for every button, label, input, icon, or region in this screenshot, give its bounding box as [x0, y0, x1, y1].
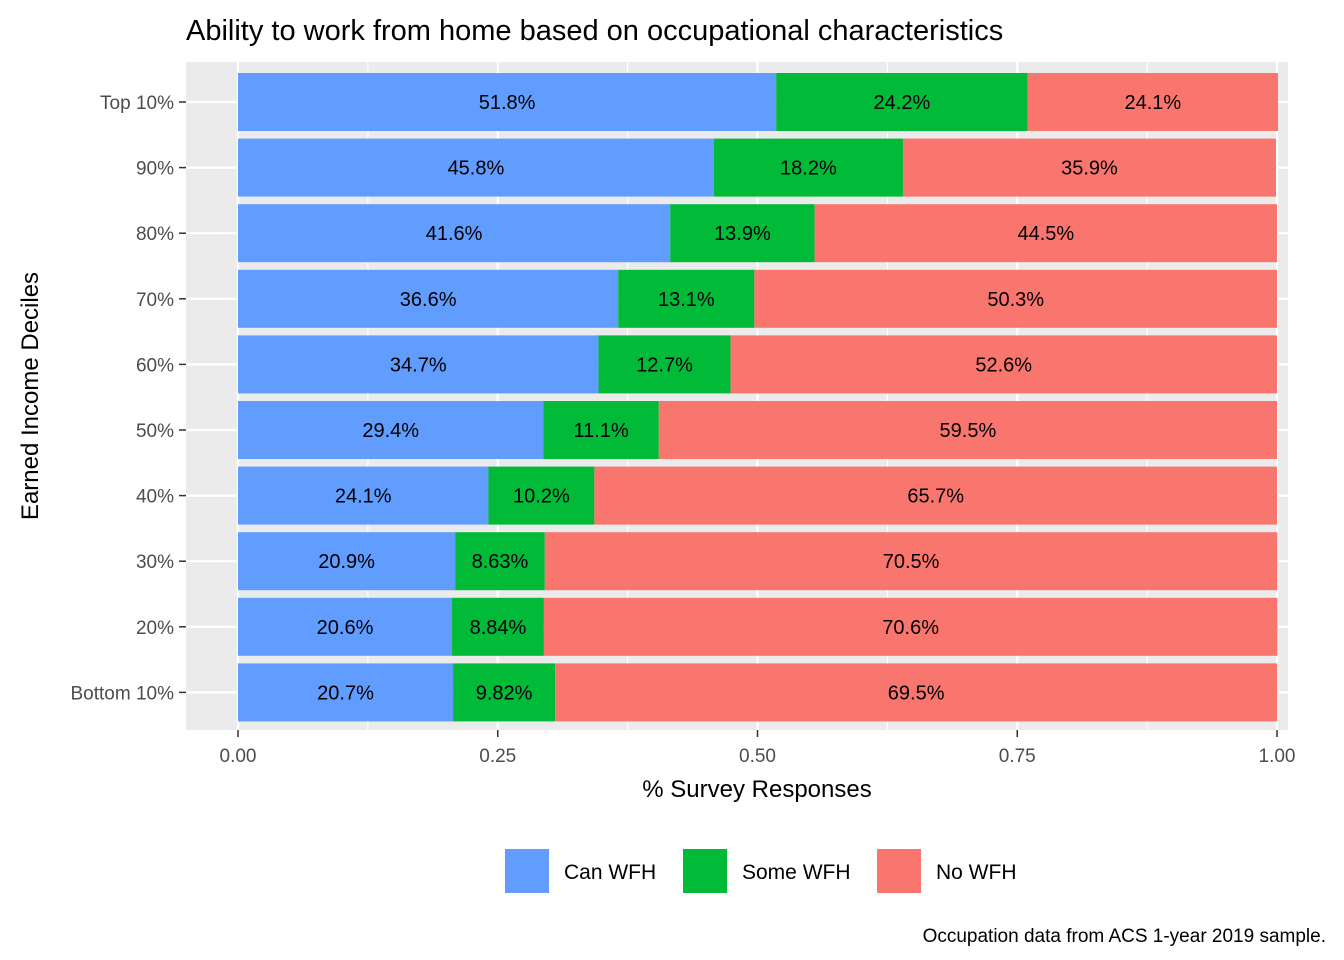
bar-segment — [730, 335, 1277, 394]
x-tick-label: 0.00 — [220, 746, 257, 767]
x-tick-label: 0.25 — [479, 746, 516, 767]
bar-segment — [488, 466, 595, 525]
x-tick-label: 0.75 — [999, 746, 1036, 767]
bar-value-label: 13.1% — [658, 289, 715, 311]
y-tick-label: 80% — [136, 224, 174, 245]
bar-segment — [238, 204, 671, 263]
bar-value-label: 36.6% — [400, 289, 457, 311]
bar-segment — [543, 597, 1278, 656]
bar-segment — [238, 401, 544, 459]
bar-segment — [453, 663, 556, 722]
bar-segment — [658, 401, 1277, 459]
x-tick-label: 0.50 — [739, 746, 776, 767]
bar-value-label: 12.7% — [636, 354, 693, 376]
bar-segment — [713, 138, 903, 197]
bar-value-label: 24.1% — [335, 486, 392, 508]
y-axis: Top 10% 90% 80% 70% 60% 50% 40% 30% 20% Bottom 10… — [71, 93, 186, 704]
bar-value-label: 20.6% — [317, 617, 374, 639]
bar-value-label: 41.6% — [426, 223, 483, 245]
bar-value-label: 13.9% — [714, 223, 771, 245]
legend-key — [505, 849, 549, 893]
bar-segment — [618, 269, 755, 328]
legend-label: Some WFH — [742, 861, 851, 884]
bar-segment — [238, 335, 599, 394]
bar-segment — [238, 597, 453, 656]
chart-title: Ability to work from home based on occup… — [186, 15, 1003, 47]
x-axis: 0.00 0.25 0.50 0.75 1.00 — [220, 730, 1296, 767]
bar-value-label: 8.84% — [470, 617, 527, 639]
bar-segment — [543, 401, 659, 459]
bar-value-label: 24.1% — [1124, 92, 1181, 114]
bar-value-label: 35.9% — [1061, 158, 1118, 180]
bar-value-label: 9.82% — [476, 682, 533, 704]
bar-segment — [238, 663, 454, 722]
legend: Can WFH Some WFH No WFH — [505, 849, 1017, 893]
x-tick-label: 1.00 — [1259, 746, 1296, 767]
bar-segment — [902, 138, 1276, 197]
bar-segment — [776, 73, 1028, 131]
bar-segment — [555, 663, 1278, 722]
y-axis-label: Earned Income Deciles — [17, 272, 44, 520]
bar-value-label: 50.3% — [987, 289, 1044, 311]
bar-segment — [1027, 73, 1279, 131]
y-tick-label: 90% — [136, 159, 174, 180]
legend-key — [683, 849, 727, 893]
x-axis-label: % Survey Responses — [642, 776, 871, 803]
bar-value-label: 18.2% — [780, 158, 837, 180]
y-tick-label: Bottom 10% — [71, 683, 175, 704]
bar-segment — [455, 532, 545, 591]
bar-value-label: 20.9% — [318, 551, 375, 573]
legend-label: No WFH — [936, 861, 1017, 884]
bar-value-label: 51.8% — [479, 92, 536, 114]
bar-value-label: 45.8% — [448, 158, 505, 180]
bar-value-label: 24.2% — [874, 92, 931, 114]
y-tick-label: 30% — [136, 552, 174, 573]
bar-segment — [238, 138, 714, 197]
bar-value-label: 44.5% — [1017, 223, 1074, 245]
bar-value-label: 52.6% — [975, 354, 1032, 376]
y-tick-label: 20% — [136, 618, 174, 639]
bars — [238, 73, 1279, 722]
bar-value-label: 34.7% — [390, 354, 447, 376]
bar-value-label: 69.5% — [888, 682, 945, 704]
bar-value-label: 10.2% — [513, 486, 570, 508]
bar-value-label: 65.7% — [907, 486, 964, 508]
bar-segment — [238, 466, 489, 525]
legend-label: Can WFH — [564, 861, 656, 884]
bar-segment — [670, 204, 815, 263]
legend-key — [877, 849, 921, 893]
y-tick-label: 50% — [136, 421, 174, 442]
y-tick-label: 40% — [136, 487, 174, 508]
bar-labels: 51.8% 24.2% 24.1% 45.8% 18.2% 35.9% 41.6% 13.9%… — [317, 92, 1182, 704]
bar-value-label: 20.7% — [317, 682, 374, 704]
bar-segment — [544, 532, 1278, 591]
bar-segment — [238, 269, 619, 328]
bar-segment — [238, 73, 777, 131]
y-tick-label: 70% — [136, 290, 174, 311]
y-tick-label: 60% — [136, 355, 174, 376]
y-tick-label: Top 10% — [100, 93, 174, 114]
bar-value-label: 70.5% — [883, 551, 940, 573]
bar-segment — [598, 335, 731, 394]
bar-segment — [452, 597, 544, 656]
bar-value-label: 8.63% — [472, 551, 529, 573]
bar-value-label: 59.5% — [940, 420, 997, 442]
bar-value-label: 70.6% — [882, 617, 939, 639]
bar-value-label: 29.4% — [362, 420, 419, 442]
bar-segment — [754, 269, 1277, 328]
bar-segment — [814, 204, 1277, 263]
bar-segment — [594, 466, 1277, 525]
bar-value-label: 11.1% — [574, 420, 629, 442]
bar-segment — [238, 532, 456, 591]
chart-caption: Occupation data from ACS 1-year 2019 sam… — [923, 926, 1326, 947]
